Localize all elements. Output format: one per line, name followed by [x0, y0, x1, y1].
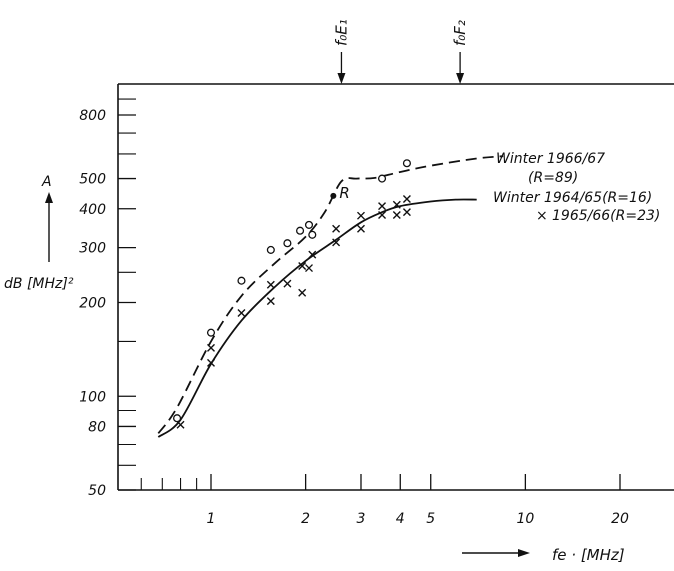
point-cross	[392, 210, 401, 219]
point-cross	[298, 288, 307, 297]
point-cross	[378, 202, 387, 211]
point-cross	[332, 238, 341, 247]
top-markers: f₀E₁ f₀F₂	[332, 19, 469, 84]
top-marker-label-1: f₀F₂	[451, 20, 469, 46]
x-axis-ticks: 1 2 3 4 5 10 20	[140, 474, 629, 527]
y-tick-label-80: 80	[88, 419, 106, 435]
series-curves	[157, 155, 504, 438]
annotation-dot-0	[330, 192, 337, 199]
y-tick-label-800: 800	[79, 108, 106, 124]
legend-series-1-line2: (R=89)	[528, 170, 578, 186]
x-tick-label-1: 1	[207, 511, 216, 527]
top-marker-arrow-head-1	[456, 73, 465, 84]
point-cross	[237, 309, 246, 318]
x-axis-label: fe · [MHz]	[552, 546, 625, 564]
point-cross	[207, 358, 215, 367]
y-tick-label-500: 500	[79, 172, 106, 188]
point-cross	[266, 297, 275, 306]
y-tick-label-400: 400	[79, 202, 106, 218]
x-tick-label-3: 3	[357, 511, 366, 527]
point-cross	[332, 224, 341, 233]
x-tick-label-4: 4	[396, 511, 405, 527]
legend-series-1-line1: Winter 1966/67	[496, 151, 605, 167]
y-tick-label-300: 300	[79, 241, 106, 257]
legend-series-3-marker: ×	[536, 208, 548, 224]
point-circle	[266, 245, 275, 254]
top-marker-label-0: f₀E₁	[332, 19, 350, 46]
point-cross	[392, 200, 401, 209]
point-cross	[402, 194, 411, 203]
point-cross	[176, 420, 185, 429]
point-circle	[308, 230, 317, 239]
y-tick-label-50: 50	[88, 483, 106, 499]
top-marker-arrow-head-0	[337, 73, 346, 84]
y-tick-label-200: 200	[79, 296, 106, 312]
point-circle	[173, 414, 182, 423]
series-points	[173, 159, 411, 429]
y-axis-label: dB [MHz]²	[4, 276, 74, 292]
y-axis-arrow-head	[45, 192, 53, 203]
point-cross	[283, 279, 292, 288]
x-tick-label-2: 2	[301, 511, 310, 527]
point-cross	[356, 224, 365, 233]
point-cross	[298, 261, 307, 270]
point-cross	[308, 250, 317, 259]
x-tick-label-5: 5	[426, 511, 435, 527]
y-axis-label-top: A	[41, 174, 52, 190]
point-cross	[207, 343, 215, 352]
annotations: R	[330, 184, 350, 202]
annotation-label-0: R	[339, 184, 349, 202]
x-tick-label-10: 10	[516, 511, 534, 527]
point-circle	[304, 220, 314, 229]
y-axis-ticks: 50 80 100 200 300 400 500 800	[79, 98, 136, 499]
point-cross	[402, 208, 411, 217]
point-circle	[377, 174, 387, 183]
x-axis-arrow-head	[518, 549, 530, 557]
legend-series-2: Winter 1964/65(R=16)	[493, 190, 652, 206]
x-tick-label-20: 20	[611, 511, 629, 527]
point-circle	[237, 276, 246, 285]
y-tick-label-100: 100	[79, 389, 106, 405]
point-cross	[378, 210, 387, 219]
point-circle	[283, 239, 292, 248]
point-circle	[206, 328, 216, 337]
series-curve-1	[157, 155, 504, 434]
legend-series-3: 1965/66(R=23)	[552, 208, 660, 224]
point-cross	[305, 264, 313, 273]
point-cross	[356, 211, 365, 220]
point-circle	[296, 226, 305, 235]
series-curve-2	[157, 198, 477, 438]
point-circle	[402, 159, 411, 168]
point-cross	[266, 280, 275, 289]
